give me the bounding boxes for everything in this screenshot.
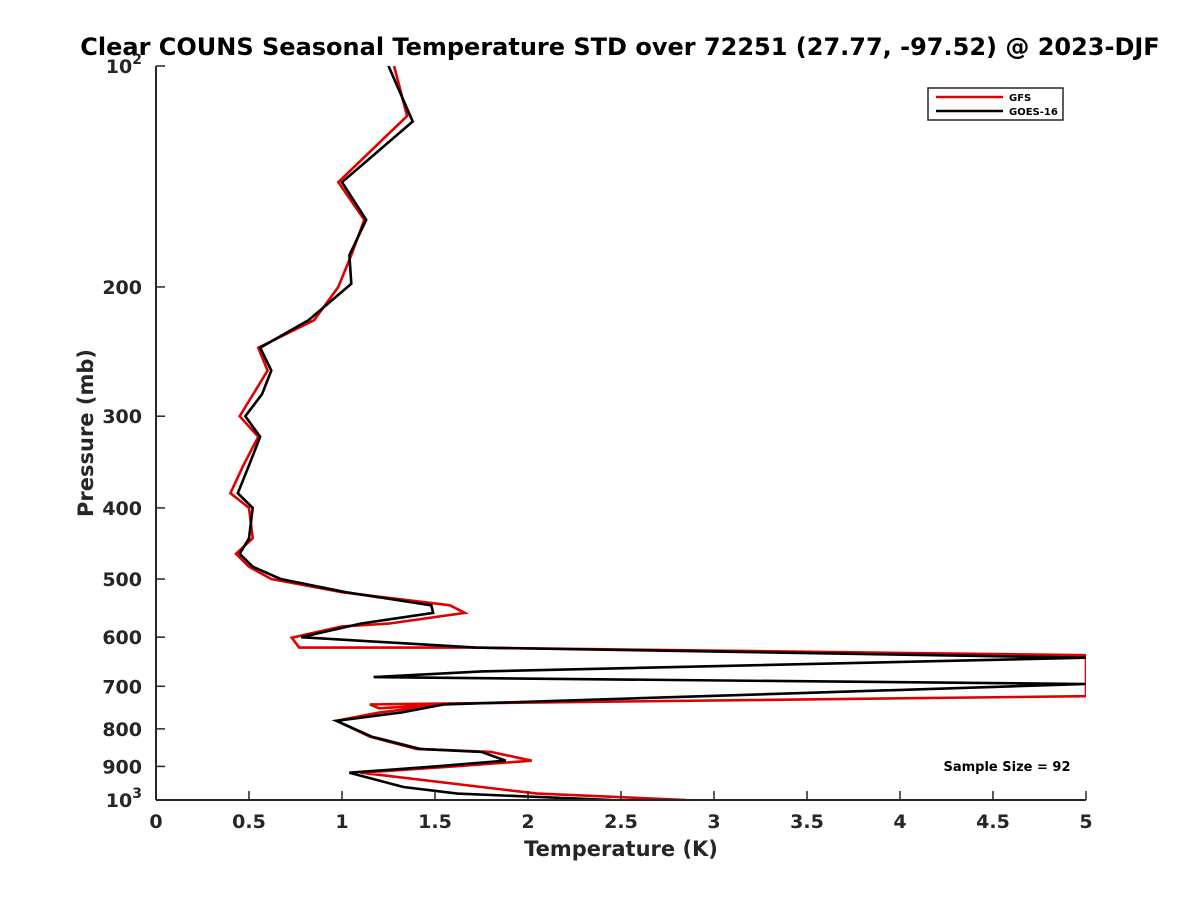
y-axis-label: Pressure (mb) xyxy=(74,349,98,517)
sample-size-annotation: Sample Size = 92 xyxy=(943,760,1070,775)
x-tick-label: 5 xyxy=(1079,811,1092,833)
y-tick-label: 700 xyxy=(102,676,142,698)
y-tick-label: 300 xyxy=(102,406,142,428)
x-tick-label: 0 xyxy=(149,811,162,833)
y-tick-label: 800 xyxy=(102,719,142,741)
legend-label: GFS xyxy=(1009,93,1031,104)
y-tick-label: 400 xyxy=(102,498,142,520)
series-line-goes-16 xyxy=(236,66,1086,800)
y-tick-label: 103 xyxy=(106,786,142,812)
axes: 0 0.5 1 1.5 2 2.5 3 3.5 4 4.5 5 102 200 300 400 500 600 7… xyxy=(102,52,1092,833)
legend: GFS GOES-16 xyxy=(927,87,1064,121)
legend-label: GOES-16 xyxy=(1009,107,1058,118)
x-tick-label: 4 xyxy=(893,811,906,833)
chart-title: Clear COUNS Seasonal Temperature STD ove… xyxy=(80,33,1159,61)
x-tick-label: 3 xyxy=(707,811,720,833)
x-tick-label: 1 xyxy=(335,811,348,833)
y-tick-label: 900 xyxy=(102,756,142,778)
legend-box xyxy=(927,87,1064,121)
plot-area xyxy=(228,66,1086,800)
y-tick-label: 102 xyxy=(106,52,142,78)
y-tick-label: 500 xyxy=(102,569,142,591)
x-tick-label: 4.5 xyxy=(976,811,1010,833)
y-tick-label: 200 xyxy=(102,277,142,299)
x-tick-label: 1.5 xyxy=(418,811,452,833)
x-tick-label: 2 xyxy=(521,811,534,833)
x-tick-label: 3.5 xyxy=(790,811,824,833)
x-tick-label: 0.5 xyxy=(232,811,266,833)
x-tick-label: 2.5 xyxy=(604,811,638,833)
x-axis-label: Temperature (K) xyxy=(524,837,718,861)
y-tick-label: 600 xyxy=(102,627,142,649)
